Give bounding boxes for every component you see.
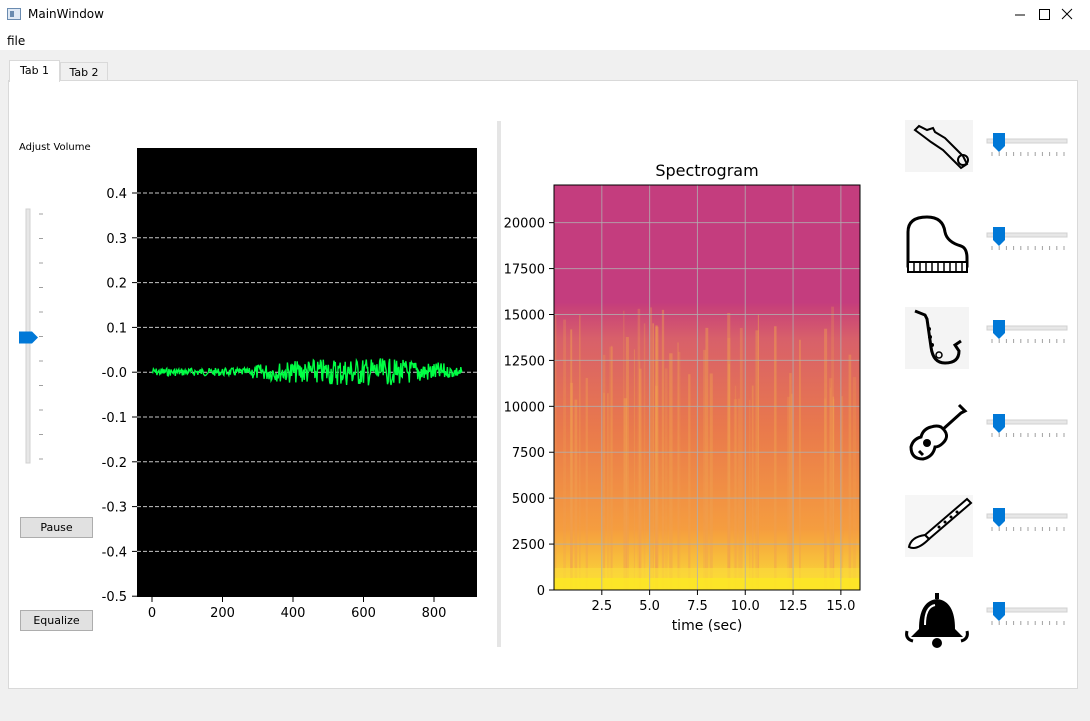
- waveform-x-tick-label: 0: [148, 606, 156, 620]
- piano-icon: [905, 214, 969, 279]
- instrument-slider-handle[interactable]: [993, 601, 1005, 621]
- instrument-slider-handle[interactable]: [993, 133, 1005, 152]
- tab-label: Tab 2: [69, 66, 99, 79]
- spectrogram-energy-bands: [554, 306, 860, 590]
- waveform-y-tick-label: 0.4: [106, 187, 127, 202]
- close-icon: [1061, 8, 1073, 20]
- bassoon-icon: [905, 120, 973, 175]
- waveform-y-tick-label: -0.5: [102, 590, 127, 605]
- spectrogram-x-tick-label: 2.5: [591, 599, 612, 614]
- volume-label: Adjust Volume: [19, 142, 91, 153]
- spectrogram-y-tick-label: 5000: [512, 492, 545, 507]
- volume-slider[interactable]: [14, 205, 50, 467]
- waveform-x-tick-label: 600: [351, 606, 376, 620]
- equalize-button[interactable]: Equalize: [20, 610, 93, 631]
- spectrogram-y-tick-label: 17500: [504, 263, 545, 278]
- spectrogram-x-tick-label: 10.0: [731, 599, 760, 614]
- spectrogram-y-tick-label: 20000: [504, 217, 545, 232]
- spectrogram-x-ticks: 2.5 5.0 7.5 10.0 12.5 15.0: [591, 590, 855, 614]
- tab-label: Tab 1: [19, 64, 50, 77]
- minimize-button[interactable]: [997, 0, 1043, 30]
- instrument-slider-handle[interactable]: [993, 507, 1005, 527]
- waveform-y-tick-label: -0.1: [102, 411, 127, 426]
- spectrogram-title: Spectrogram: [655, 161, 758, 180]
- waveform-plot: 0.4 0.3 0.2 0.1 -0.0 -0.1 -0.2 -0.3 -0.4 -0.5 0 20…: [102, 148, 477, 620]
- instrument-slider-handle[interactable]: [993, 226, 1005, 246]
- menu-file[interactable]: file: [7, 34, 26, 48]
- instrument-slider[interactable]: [985, 317, 1071, 347]
- volume-slider-handle[interactable]: [19, 331, 38, 344]
- spectrogram-x-tick-label: 5.0: [639, 599, 660, 614]
- instrument-slider-handle[interactable]: [993, 414, 1005, 434]
- tab-1[interactable]: Tab 1: [9, 60, 60, 82]
- spectrogram-x-tick-label: 7.5: [687, 599, 708, 614]
- spectrogram-y-tick-label: 12500: [504, 354, 545, 369]
- guitar-icon: [905, 401, 969, 466]
- waveform-y-tick-label: 0.2: [106, 277, 127, 292]
- spectrogram-grid: [554, 185, 860, 590]
- app-icon: [7, 8, 21, 20]
- waveform-y-tick-label: -0.2: [102, 456, 127, 471]
- waveform-x-tick-label: 200: [210, 606, 235, 620]
- pause-button[interactable]: Pause: [20, 517, 93, 538]
- instrument-slider-handle[interactable]: [993, 320, 1005, 340]
- window-title: MainWindow: [28, 7, 104, 21]
- waveform-x-ticks: 0 200 400 600 800: [148, 597, 447, 620]
- spectrogram-heatmap: [554, 185, 860, 590]
- waveform-x-tick-label: 400: [281, 606, 306, 620]
- instrument-slider[interactable]: [985, 130, 1071, 160]
- spectrogram-y-tick-label: 15000: [504, 308, 545, 323]
- spectrogram-x-tick-label: 15.0: [826, 599, 855, 614]
- minimize-icon: [1015, 14, 1025, 16]
- bell-icon: [905, 589, 969, 652]
- instrument-slider[interactable]: [985, 411, 1071, 441]
- maximize-icon: [1039, 9, 1050, 20]
- waveform-y-tick-label: -0.3: [102, 501, 127, 516]
- waveform-y-tick-label: 0.1: [106, 321, 127, 336]
- close-button[interactable]: [1044, 0, 1090, 30]
- spectrogram-y-tick-label: 0: [537, 584, 545, 599]
- spectrogram-chart: Spectrogram 2.5 5.0 7.5 10.0 12.5 15.0 0 2500 5…: [504, 161, 861, 634]
- waveform-y-tick-label: 0.3: [106, 232, 127, 247]
- menu-bar: file: [0, 30, 1090, 50]
- maximize-button[interactable]: [1021, 0, 1067, 30]
- waveform-y-tick-label: -0.0: [102, 366, 127, 381]
- waveform-y-tick-label: -0.4: [102, 545, 127, 560]
- spectrogram-y-tick-label: 10000: [504, 400, 545, 415]
- spectrogram-y-ticks: 0 2500 5000 7500 10000 12500 15000 17500 20000: [504, 217, 554, 599]
- waveform-y-ticks: 0.4 0.3 0.2 0.1 -0.0 -0.1 -0.2 -0.3 -0.4 -0.5: [102, 187, 137, 605]
- clarinet-icon: [905, 494, 973, 560]
- spectrogram-y-tick-label: 2500: [512, 538, 545, 553]
- spectrogram-xlabel: time (sec): [672, 618, 743, 634]
- tab-2[interactable]: Tab 2: [60, 62, 108, 82]
- instrument-slider[interactable]: [985, 224, 1071, 254]
- waveform-trace: [151, 357, 463, 386]
- saxophone-icon: [905, 307, 969, 372]
- splitter-handle[interactable]: [497, 121, 501, 647]
- title-bar: MainWindow: [0, 0, 1090, 30]
- instrument-slider[interactable]: [985, 505, 1071, 535]
- spectrogram-x-tick-label: 12.5: [779, 599, 808, 614]
- instrument-slider[interactable]: [985, 599, 1071, 629]
- spectrogram-y-tick-label: 7500: [512, 446, 545, 461]
- waveform-x-tick-label: 800: [422, 606, 447, 620]
